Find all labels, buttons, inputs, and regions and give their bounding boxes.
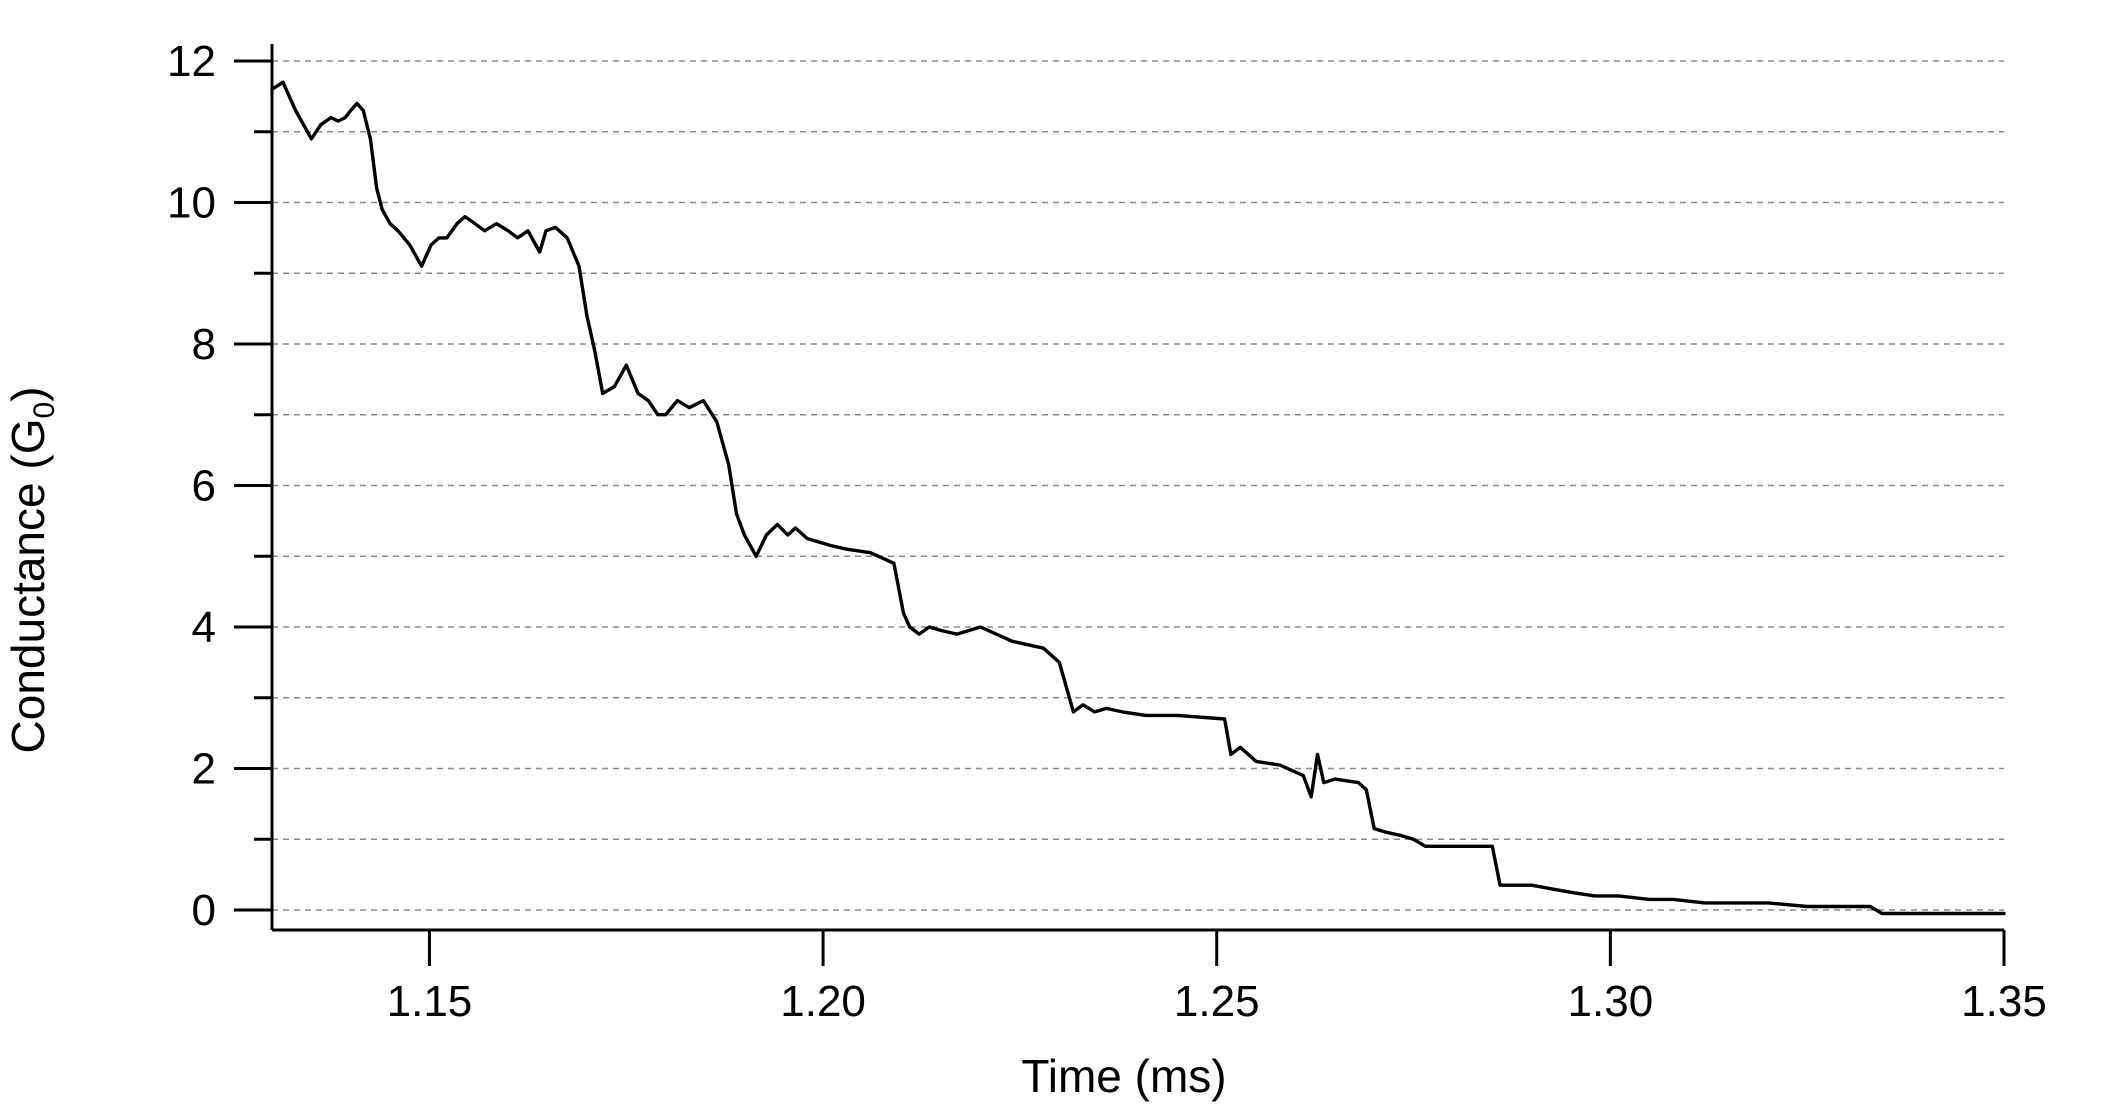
y-tick-label: 4 xyxy=(192,603,216,652)
x-tick-label: 1.35 xyxy=(1961,977,2047,1026)
y-axis-title-prefix: Conductance (G xyxy=(2,419,54,754)
x-tick-label: 1.20 xyxy=(780,977,866,1026)
y-tick-label: 12 xyxy=(167,37,216,86)
series-line xyxy=(270,80,2006,916)
x-tick-label: 1.30 xyxy=(1568,977,1654,1026)
y-tick-label: 8 xyxy=(192,320,216,369)
y-tick-label: 6 xyxy=(192,462,216,511)
tick-marks xyxy=(234,59,2006,966)
y-tick-label: 0 xyxy=(192,886,216,935)
axes xyxy=(270,44,2004,932)
x-tick-label: 1.15 xyxy=(387,977,473,1026)
y-tick-label: 2 xyxy=(192,745,216,794)
x-axis-title: Time (ms) xyxy=(1021,1050,1226,1102)
grid-lines xyxy=(272,60,2004,911)
x-tick-label: 1.25 xyxy=(1174,977,1260,1026)
y-axis-title-suffix: ) xyxy=(2,387,54,402)
tick-labels: 0 2 4 6 8 10 12 1.15 1.20 1.25 1.30 1.35 xyxy=(167,37,2047,1026)
y-axis-title: Conductance (G0) xyxy=(2,387,61,754)
y-tick-label: 10 xyxy=(167,179,216,228)
y-axis-title-subscript: 0 xyxy=(28,402,61,419)
data-series xyxy=(270,80,2006,916)
